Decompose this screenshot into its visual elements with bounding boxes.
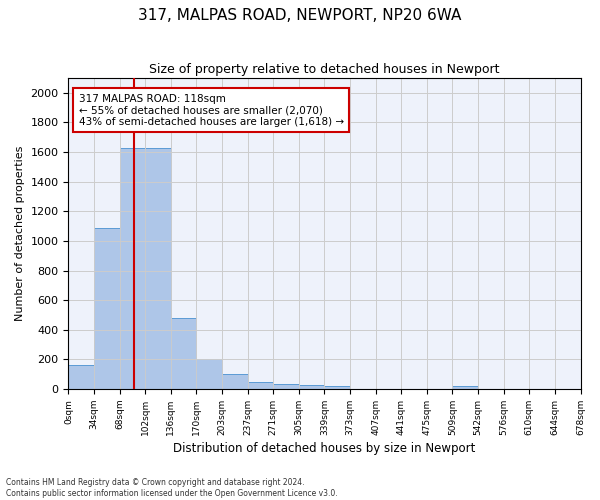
Bar (196, 360, 222, 389)
Bar (248, 382, 273, 389)
Bar (325, 386, 350, 389)
Bar (145, 148, 171, 389)
Bar (273, 384, 299, 389)
Bar (94, 228, 119, 389)
Bar (452, 386, 478, 389)
Text: Contains HM Land Registry data © Crown copyright and database right 2024.
Contai: Contains HM Land Registry data © Crown c… (6, 478, 338, 498)
Bar (299, 386, 325, 389)
Bar (222, 374, 248, 389)
Y-axis label: Number of detached properties: Number of detached properties (15, 146, 25, 321)
Bar (171, 318, 196, 389)
Text: 317, MALPAS ROAD, NEWPORT, NP20 6WA: 317, MALPAS ROAD, NEWPORT, NP20 6WA (139, 8, 461, 22)
X-axis label: Distribution of detached houses by size in Newport: Distribution of detached houses by size … (173, 442, 476, 455)
Bar (68, 364, 94, 389)
Bar (119, 148, 145, 389)
Title: Size of property relative to detached houses in Newport: Size of property relative to detached ho… (149, 62, 500, 76)
Text: 317 MALPAS ROAD: 118sqm
← 55% of detached houses are smaller (2,070)
43% of semi: 317 MALPAS ROAD: 118sqm ← 55% of detache… (79, 94, 344, 127)
